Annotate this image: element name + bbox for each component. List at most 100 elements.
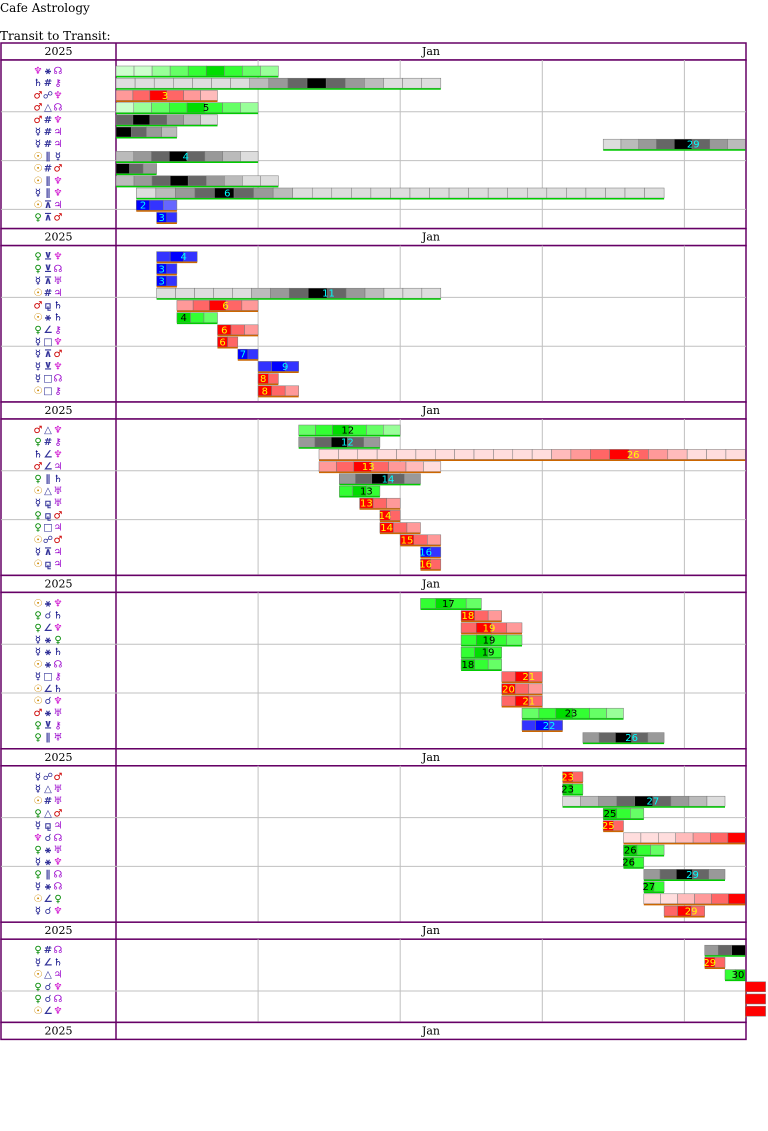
peak-day-label: 19 [482, 648, 495, 659]
aspect-glyph: ♀ [54, 894, 61, 905]
aspect-row: ♆ ⚹ ☊ [34, 65, 279, 78]
bar-segment [153, 77, 174, 89]
peak-day-label: 12 [341, 438, 354, 449]
aspect-glyph: # [44, 115, 52, 126]
bar-segment [487, 659, 502, 670]
aspect-glyph: ⚼ [45, 510, 52, 521]
aspect-glyph: ∠ [44, 449, 53, 460]
bar-segment [487, 187, 508, 199]
bar-segment [249, 77, 270, 89]
bar-segment [132, 114, 151, 126]
aspect-glyph: ♀ [34, 523, 41, 534]
bar-segment [527, 187, 548, 199]
aspect-glyph: ⚼ [45, 300, 52, 311]
aspect-row: ☉ △ ♃ 30 [34, 969, 746, 982]
bar-segment [572, 783, 584, 795]
peak-day-label: 29 [703, 958, 716, 969]
peak-day-label: 23 [565, 709, 578, 720]
peak-day-label: 6 [219, 338, 225, 349]
peak-day-label: 13 [360, 499, 373, 510]
aspect-row: ☿ ⚹ ♀ 19 [35, 634, 523, 647]
aspect-glyph: ⊻ [44, 252, 52, 263]
bar-segment [173, 77, 193, 89]
bar-segment [376, 449, 397, 460]
bar-segment [706, 795, 726, 807]
aspect-row: ♂ ⚹ ♅ 23 [34, 707, 624, 720]
bar-segment [659, 869, 677, 880]
aspect-row: ☉ ∠ ♄ 20 [34, 683, 543, 696]
aspect-glyph: ♂ [54, 535, 63, 546]
bar-segment [166, 212, 178, 223]
aspect-glyph: ☿ [55, 151, 61, 162]
aspect-glyph: ∥ [46, 188, 51, 199]
bar-segment [134, 77, 155, 89]
peak-day-label: 27 [643, 882, 656, 893]
aspect-glyph: ☌ [45, 994, 52, 1005]
bar-segment [268, 77, 289, 89]
aspect-row: ☉ ⚹ ♄ 4 [34, 312, 218, 325]
aspect-glyph: ☿ [35, 647, 41, 658]
aspect-glyph: ∠ [44, 325, 53, 336]
aspect-glyph: ♂ [54, 164, 63, 175]
aspect-glyph: ♀ [34, 474, 41, 485]
bar-segment [232, 287, 252, 299]
aspect-glyph: ⚷ [54, 325, 61, 336]
aspect-glyph: ♀ [34, 720, 41, 731]
aspect-row: ♀ ⚼ ♂ 14 [34, 510, 401, 522]
aspect-glyph: ☊ [54, 66, 63, 77]
aspect-glyph: ♆ [54, 115, 63, 126]
bar-segment [638, 138, 657, 150]
bar-segment [339, 473, 356, 485]
bar-segment [175, 287, 195, 299]
aspect-glyph: # [44, 78, 52, 89]
aspect-row: ☿ ⊻ ♆ 9 [35, 361, 299, 373]
aspect-glyph: ☌ [45, 696, 52, 707]
aspect-row: ♂ ⚼ ♄ 6 [34, 300, 259, 312]
bar-segment [187, 65, 207, 77]
bar-segment [306, 77, 327, 89]
aspect-row: ☉ ☍ ♂ 15 [34, 534, 442, 547]
bar-segment [405, 461, 424, 472]
bar-segment [551, 449, 572, 460]
aspect-glyph: ⚹ [44, 882, 52, 893]
aspect-glyph: ♆ [54, 188, 63, 199]
aspect-row: ☉ □ ⚷ 8 [34, 385, 299, 398]
bar-segment [546, 187, 567, 199]
aspect-glyph: ☿ [35, 361, 41, 372]
group-frame [0, 591, 747, 750]
aspect-glyph: ☉ [34, 200, 43, 211]
header-box [0, 42, 747, 61]
aspect-glyph: ⚷ [54, 672, 61, 683]
aspect-glyph: ♂ [54, 808, 63, 819]
aspect-row: ☿ ⚼ ♃ 25 [35, 820, 624, 833]
bar-segment [230, 324, 245, 336]
bar-segment [331, 187, 352, 199]
bar-segment [620, 138, 639, 150]
bar-segment [240, 102, 259, 113]
bar-segment [710, 832, 729, 844]
header-box [0, 227, 747, 247]
bar-segment [624, 187, 645, 199]
bar-segment [506, 634, 523, 646]
aspect-row: ☉ ⊼ ♃ 2 [34, 199, 178, 212]
bar-segment [169, 65, 189, 77]
peak-day-label: 21 [522, 697, 535, 708]
aspect-glyph: ∥ [46, 474, 51, 485]
aspect-glyph: ☿ [35, 957, 41, 968]
aspect-glyph: ♀ [34, 982, 41, 993]
bar-segment [473, 449, 494, 460]
bar-segment [372, 497, 387, 509]
aspect-glyph: ⚷ [54, 437, 61, 448]
bar-segment [314, 436, 332, 448]
bar-segment [616, 795, 636, 807]
aspect-glyph: ♀ [34, 437, 41, 448]
bar-segment [448, 187, 469, 199]
aspect-glyph: ⊻ [44, 264, 52, 275]
aspect-glyph: ⊼ [44, 547, 52, 558]
aspect-glyph: ⚹ [44, 647, 52, 658]
bar-segment [421, 77, 442, 89]
aspect-glyph: ♂ [34, 708, 43, 719]
bar-segment [355, 473, 373, 485]
bar-segment [640, 832, 659, 844]
bar-segment [115, 175, 135, 187]
